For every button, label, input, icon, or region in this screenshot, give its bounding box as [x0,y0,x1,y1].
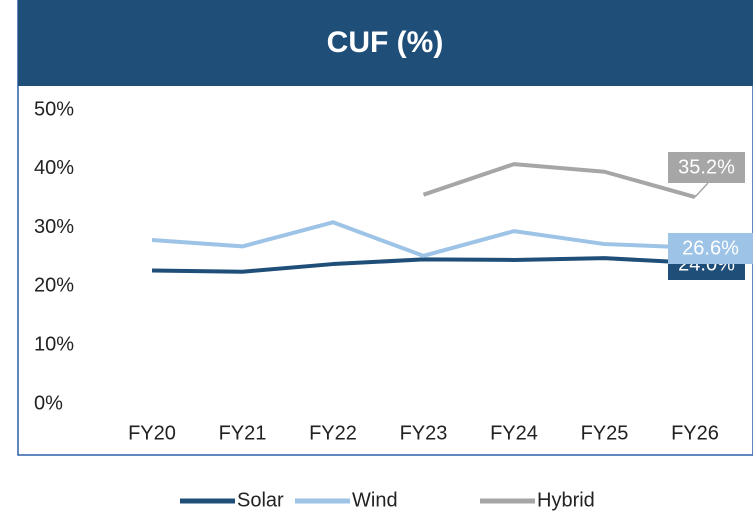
leader-line [694,182,709,198]
y-tick-label: 50% [34,98,74,120]
data-label: 26.6% [682,237,739,259]
x-tick-label: FY24 [490,422,538,444]
x-tick-label: FY21 [219,422,267,444]
y-tick-label: 20% [34,275,74,297]
series-line [151,256,696,274]
y-tick-label: 40% [34,157,74,179]
x-tick-label: FY25 [581,422,629,444]
series-line [151,220,696,258]
y-tick-label: 10% [34,333,74,355]
y-tick-label: 0% [34,392,63,414]
data-label-box [668,152,745,183]
x-tick-label: FY20 [128,422,176,444]
y-tick-label: 30% [34,216,74,238]
legend-label: Wind [352,489,398,511]
chart-title: CUF (%) [327,26,444,59]
title-bar [18,0,753,86]
data-label: 35.2% [678,156,735,178]
x-tick-label: FY23 [400,422,448,444]
legend-label: Solar [237,489,284,511]
x-tick-label: FY22 [309,422,357,444]
x-tick-label: FY26 [671,422,719,444]
data-label-box [668,233,753,264]
legend-label: Hybrid [537,489,595,511]
series-line [422,162,696,199]
